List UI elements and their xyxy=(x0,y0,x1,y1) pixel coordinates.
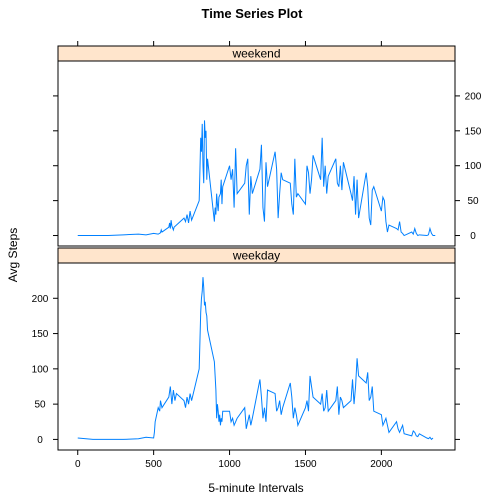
y-tick-label-weekend-0: 0 xyxy=(470,231,476,242)
x-tick-label-0: 0 xyxy=(75,459,81,470)
series-line-weekday xyxy=(77,277,434,441)
strip-label-weekday: weekday xyxy=(232,249,280,263)
chart-title: Time Series Plot xyxy=(202,6,304,21)
strip-label-weekend: weekend xyxy=(231,47,280,61)
y-tick-label-weekday-200: 200 xyxy=(32,294,49,305)
y-tick-label-weekend-100: 100 xyxy=(465,161,482,172)
y-axis-label: Avg Steps xyxy=(6,228,20,282)
y-tick-label-weekday-0: 0 xyxy=(37,435,43,446)
x-axis-label: 5-minute Intervals xyxy=(208,481,303,495)
y-tick-label-weekend-150: 150 xyxy=(465,126,482,137)
y-tick-label-weekday-150: 150 xyxy=(32,329,49,340)
x-tick-label-1500: 1500 xyxy=(294,459,317,470)
x-tick-label-500: 500 xyxy=(145,459,162,470)
y-tick-label-weekday-100: 100 xyxy=(32,364,49,375)
panel-frame-weekday xyxy=(57,262,456,451)
y-tick-label-weekend-50: 50 xyxy=(467,196,479,207)
series-line-weekend xyxy=(77,120,436,237)
panel-frame-weekend xyxy=(57,60,456,247)
x-tick-label-2000: 2000 xyxy=(370,459,393,470)
y-tick-label-weekday-50: 50 xyxy=(34,400,46,411)
x-tick-label-1000: 1000 xyxy=(218,459,241,470)
y-tick-label-weekend-200: 200 xyxy=(465,91,482,102)
